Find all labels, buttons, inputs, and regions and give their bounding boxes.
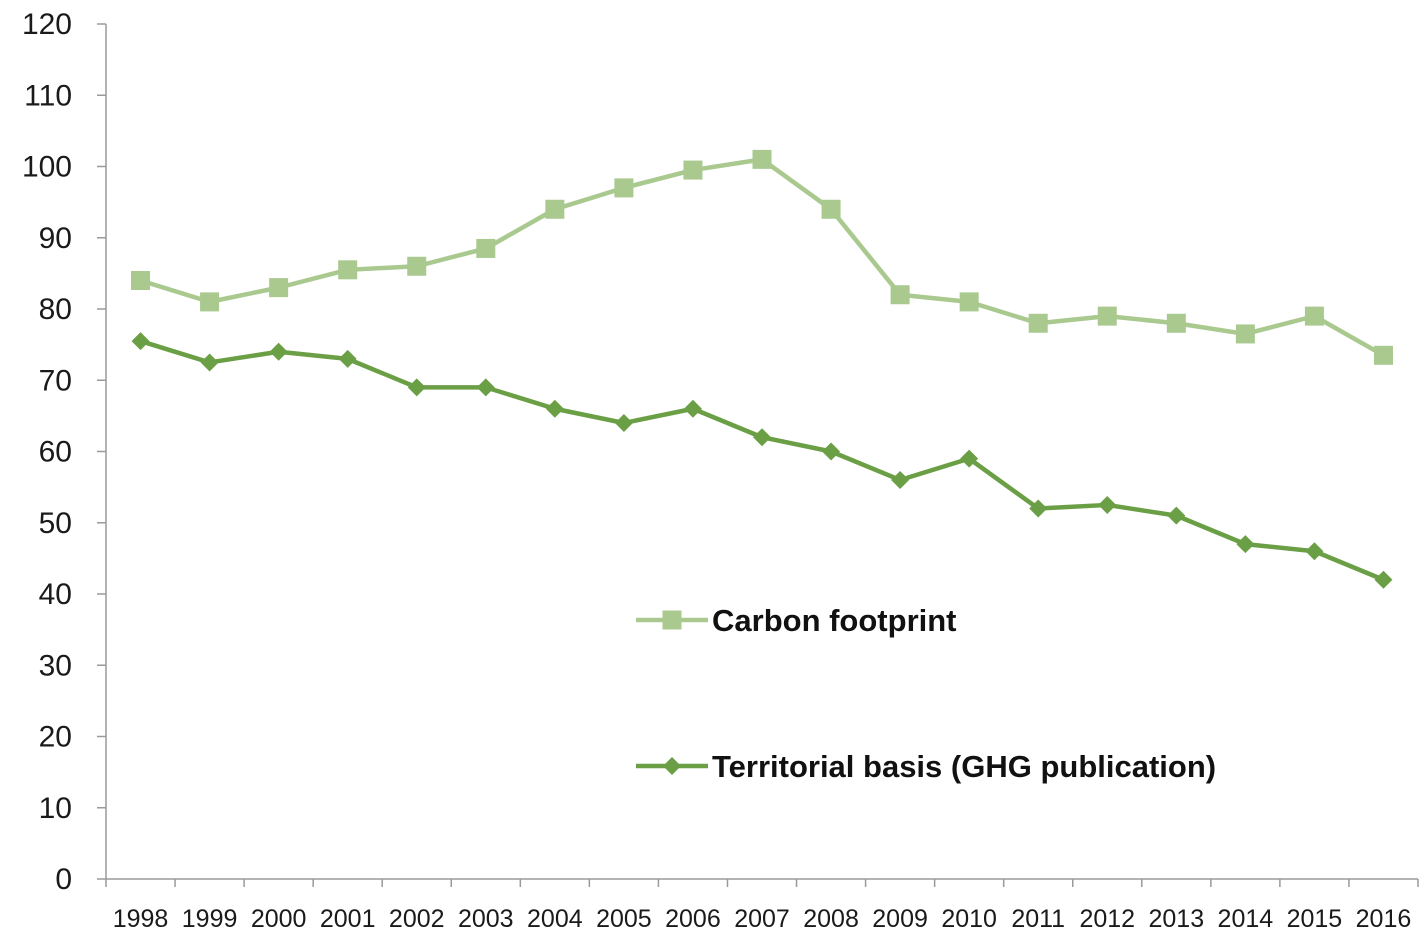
legend: Carbon footprint Territorial basis (GHG p… — [636, 603, 1216, 784]
data-point — [545, 199, 565, 219]
data-point — [1029, 499, 1048, 518]
y-tick-label: 40 — [39, 578, 72, 611]
data-point — [476, 378, 495, 397]
y-tick-label: 100 — [22, 151, 72, 184]
y-tick-label: 0 — [55, 863, 72, 896]
legend-label: Territorial basis (GHG publication) — [712, 749, 1216, 784]
x-tick-label: 2008 — [803, 905, 859, 933]
data-point — [822, 442, 841, 461]
legend-marker — [662, 610, 682, 630]
data-point — [1167, 506, 1186, 525]
data-point — [1374, 570, 1393, 589]
x-tick-label: 2001 — [320, 905, 376, 933]
data-point — [1373, 345, 1393, 365]
data-point — [1097, 306, 1117, 326]
data-point — [269, 342, 288, 361]
data-point — [131, 271, 151, 290]
y-tick-label: 120 — [22, 8, 72, 41]
x-tick-label: 2007 — [734, 905, 790, 933]
x-tick-label: 2012 — [1079, 905, 1135, 933]
data-point — [407, 256, 427, 276]
y-tick-label: 80 — [39, 293, 72, 326]
x-tick-label: 2010 — [941, 905, 997, 933]
legend-label: Carbon footprint — [712, 603, 957, 638]
data-point — [890, 285, 910, 305]
series-1 — [131, 149, 1393, 365]
y-axis-ticks: 0 10 20 30 40 50 60 70 80 90 100 110 120 — [22, 8, 106, 896]
data-point — [1098, 495, 1117, 514]
x-tick-label: 2011 — [1011, 905, 1065, 933]
y-tick-label: 50 — [39, 507, 72, 540]
series-line — [139, 157, 1385, 358]
data-point — [891, 471, 910, 489]
data-point — [614, 414, 633, 432]
series-layer — [131, 149, 1393, 589]
data-point — [200, 292, 220, 312]
data-point — [269, 278, 289, 298]
data-point — [1028, 313, 1048, 333]
y-tick-label: 20 — [39, 721, 72, 754]
x-tick-label: 1998 — [113, 905, 169, 933]
data-point — [959, 292, 979, 312]
y-tick-label: 90 — [39, 222, 72, 255]
data-point — [1236, 535, 1255, 554]
data-point — [683, 399, 702, 418]
y-tick-label: 10 — [39, 792, 72, 825]
x-tick-label: 2000 — [251, 905, 307, 933]
x-tick-label: 2015 — [1287, 905, 1343, 933]
x-tick-label: 2014 — [1218, 905, 1274, 933]
data-point — [752, 149, 772, 169]
series-2 — [131, 332, 1393, 589]
x-tick-label: 2006 — [665, 905, 721, 933]
data-point — [1305, 542, 1324, 561]
data-point — [821, 199, 841, 219]
data-point — [614, 178, 634, 198]
data-point — [407, 378, 426, 397]
x-tick-label: 2005 — [596, 905, 652, 933]
legend-marker — [663, 757, 681, 775]
x-axis-ticks: 1998 1999 2000 2001 2002 2003 2004 2005 2006 2007… — [105, 879, 1419, 933]
data-point — [131, 332, 150, 351]
x-tick-label: 2004 — [527, 905, 583, 933]
x-tick-label: 2009 — [872, 905, 928, 933]
legend-item-2: Territorial basis (GHG publication) — [636, 749, 1216, 784]
series-line — [139, 338, 1385, 582]
data-point — [338, 349, 357, 368]
x-tick-label: 1999 — [182, 905, 238, 933]
y-tick-label: 110 — [24, 79, 72, 112]
data-point — [1235, 324, 1255, 344]
data-point — [683, 160, 703, 180]
data-point — [960, 449, 979, 468]
y-tick-label: 70 — [39, 364, 72, 397]
data-point — [338, 260, 358, 280]
data-point — [1304, 306, 1324, 326]
data-point — [753, 428, 771, 447]
data-point — [545, 399, 564, 418]
x-tick-label: 2002 — [389, 905, 445, 933]
x-tick-label: 2003 — [458, 905, 514, 933]
x-tick-label: 2013 — [1149, 905, 1205, 933]
data-point — [200, 353, 219, 372]
y-tick-label: 60 — [39, 436, 72, 469]
y-tick-label: 30 — [39, 649, 72, 682]
data-point — [476, 238, 496, 258]
data-point — [1166, 313, 1186, 333]
x-tick-label: 2016 — [1356, 905, 1412, 933]
legend-item-1: Carbon footprint — [636, 603, 957, 638]
